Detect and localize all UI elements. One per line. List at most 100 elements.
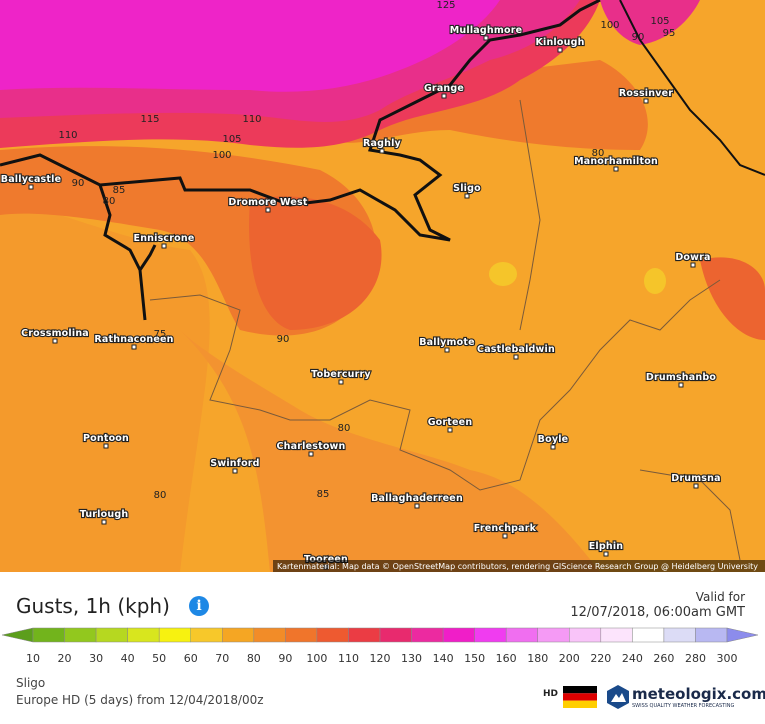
place-marker [550, 444, 556, 450]
contour-label: 80 [154, 490, 167, 501]
place-marker [101, 519, 107, 525]
place-label: Frenchpark [474, 523, 537, 534]
field-area [0, 200, 210, 572]
scale-segment [632, 627, 665, 643]
scale-segment [442, 627, 475, 643]
place-label: Drumshanbo [646, 372, 716, 383]
contour-label: 90 [72, 178, 85, 189]
place-label: Ballycastle [1, 174, 62, 185]
field-area [700, 257, 765, 340]
place-label: Gorteen [428, 417, 473, 428]
scale-segment [600, 627, 633, 643]
scale-label: 100 [306, 652, 327, 665]
valid-time: 12/07/2018, 06:00am GMT [570, 605, 745, 620]
place-label: Ballymote [419, 337, 475, 348]
field-area [249, 196, 382, 330]
place-marker [265, 207, 271, 213]
scale-segment [127, 627, 160, 643]
location: Sligo [16, 676, 46, 690]
scale-segment [158, 627, 191, 643]
contour-label: 125 [436, 0, 455, 11]
contour-label: 110 [242, 114, 261, 125]
place-marker [613, 166, 619, 172]
place-marker [52, 338, 58, 344]
attribution-background [273, 560, 765, 572]
coastline [98, 184, 157, 321]
legend-panel: Gusts, 1h (kph) i Valid for 12/07/2018, … [0, 572, 765, 715]
scale-label: 180 [527, 652, 548, 665]
scale-label: 130 [401, 652, 422, 665]
scale-label: 260 [653, 652, 674, 665]
scale-segment [190, 627, 223, 643]
contour-label: 85 [113, 185, 126, 196]
model-run: Europe HD (5 days) from 12/04/2018/00z [16, 693, 264, 707]
scale-segment [285, 627, 318, 643]
place-marker [414, 503, 420, 509]
place-marker [103, 443, 109, 449]
scale-segment [95, 627, 128, 643]
place-marker [502, 533, 508, 539]
hd-label: HD [543, 689, 559, 699]
scale-segment [316, 627, 349, 643]
scale-label: 60 [184, 652, 198, 665]
contour-label: 80 [103, 196, 116, 207]
place-marker [28, 184, 34, 190]
place-marker [308, 451, 314, 457]
place-label: Elphin [589, 541, 624, 552]
place-label: Tobercurry [311, 369, 371, 380]
place-label: Dromore West [228, 197, 307, 208]
scale-label: 90 [278, 652, 292, 665]
scale-segment [379, 627, 412, 643]
contour-label: 100 [212, 150, 231, 161]
contour-label: 110 [58, 130, 77, 141]
scale-label: 30 [89, 652, 103, 665]
scale-label: 240 [622, 652, 643, 665]
place-label: Enniscrone [134, 233, 195, 244]
place-label: Mullaghmore [450, 25, 522, 36]
place-label: Kinlough [535, 37, 584, 48]
place-marker [690, 262, 696, 268]
scale-label: 160 [496, 652, 517, 665]
place-marker [483, 35, 489, 41]
contour-label: 80 [338, 423, 351, 434]
scale-segment [64, 627, 97, 643]
place-label: Castlebaldwin [477, 344, 555, 355]
field-area [644, 268, 666, 294]
place-marker [447, 427, 453, 433]
field-area [180, 330, 600, 572]
place-marker [464, 193, 470, 199]
scale-label: 200 [559, 652, 580, 665]
contour-label: 75 [154, 329, 167, 340]
scale-segment [411, 627, 444, 643]
field-area [489, 262, 517, 286]
contour-label: 85 [317, 489, 330, 500]
scale-label: 20 [58, 652, 72, 665]
place-marker [444, 347, 450, 353]
place-marker [232, 468, 238, 474]
field-area [0, 0, 500, 92]
place-label: Sligo [453, 183, 481, 194]
place-marker [161, 243, 167, 249]
scale-label: 220 [590, 652, 611, 665]
attribution: Kartenmaterial: Map data © OpenStreetMap… [277, 562, 758, 571]
scale-segment [537, 627, 570, 643]
contour-label: 115 [140, 114, 159, 125]
scale-segment [222, 627, 255, 643]
place-label: Crossmolina [21, 328, 89, 339]
border [149, 99, 741, 561]
place-marker [441, 93, 447, 99]
place-marker [338, 379, 344, 385]
scale-segment [1, 627, 34, 643]
place-label: Boyle [538, 434, 569, 445]
place-label: Swinford [210, 458, 259, 469]
place-label: Rossinver [619, 88, 673, 99]
brand[interactable]: meteologix.com [632, 685, 765, 703]
place-marker [557, 47, 563, 53]
place-marker [678, 382, 684, 388]
flag [563, 686, 597, 708]
coastline [619, 0, 765, 176]
contour-label: 90 [277, 334, 290, 345]
place-marker [131, 344, 137, 350]
info-button[interactable]: i [189, 596, 209, 616]
logo [607, 685, 629, 709]
